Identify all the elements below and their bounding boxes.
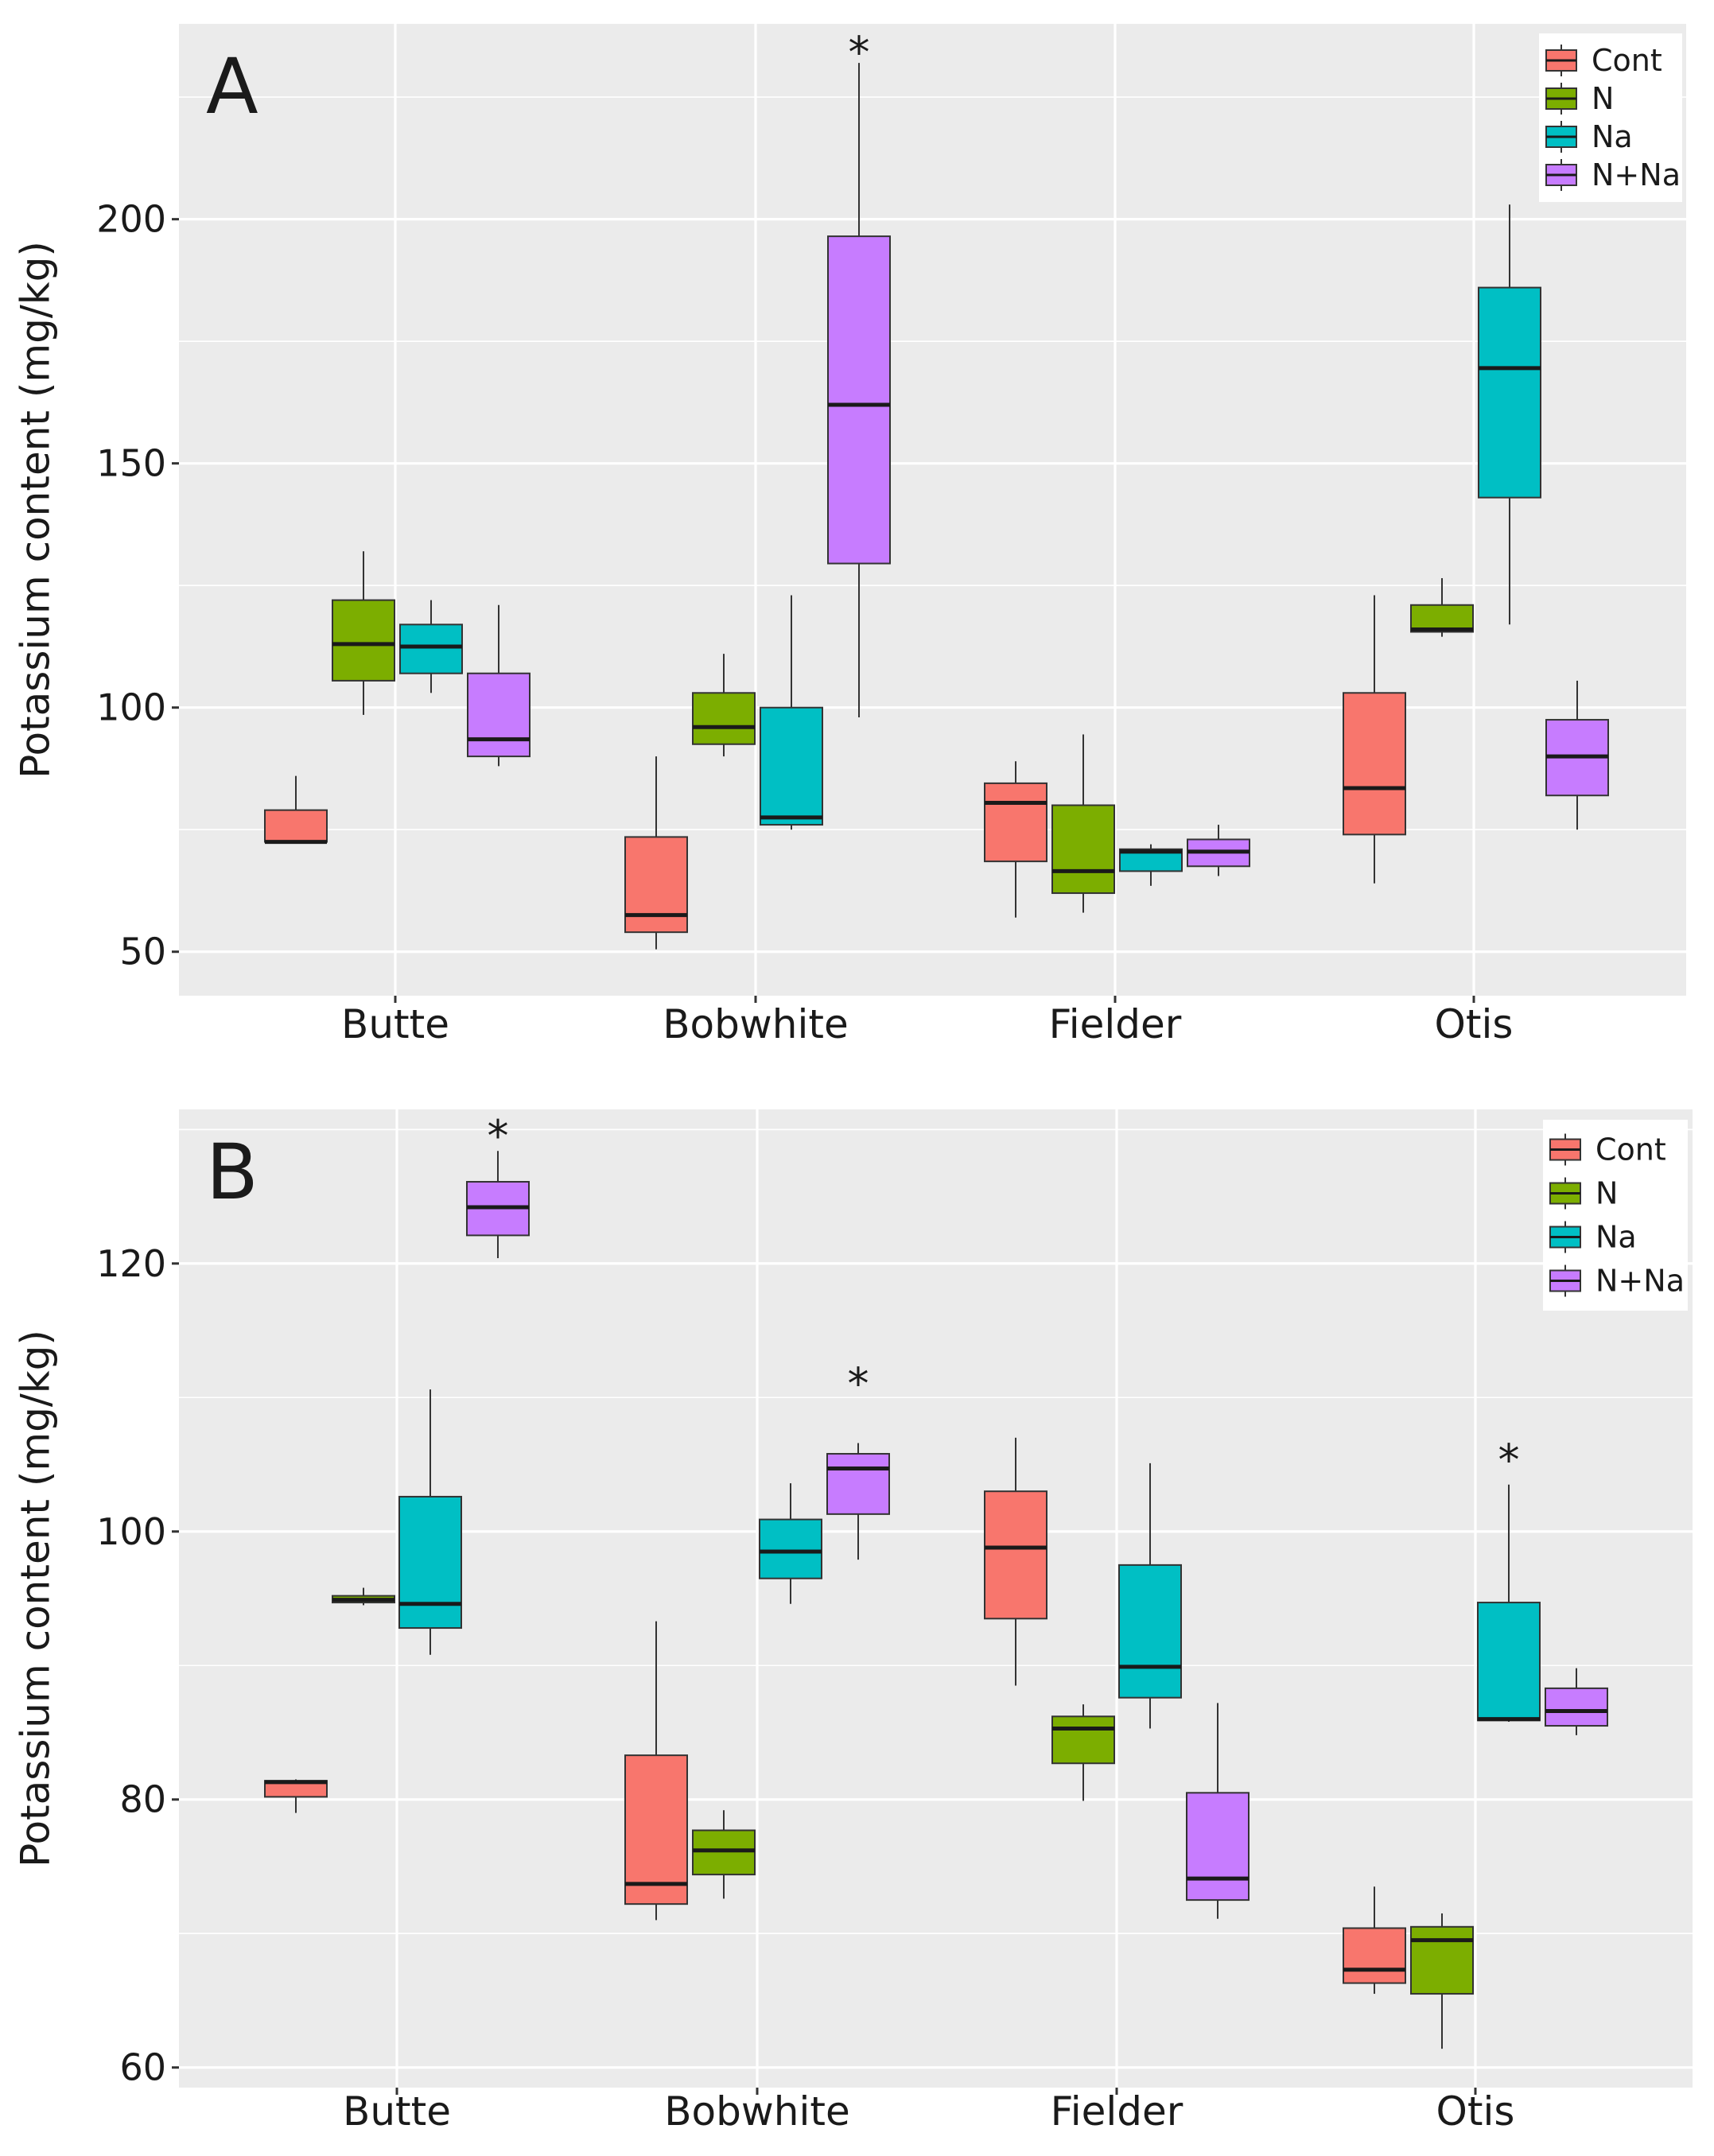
box-body <box>1545 1687 1608 1727</box>
box-body <box>398 1495 462 1630</box>
box-body <box>826 1453 890 1515</box>
box-body <box>827 235 891 565</box>
box-n-bobwhite <box>692 1810 756 1899</box>
y-tick-label: 50 <box>119 930 166 973</box>
x-tick-label: Fielder <box>1051 2088 1183 2135</box>
box-body <box>1186 1792 1250 1902</box>
legend-label: Na <box>1595 1220 1637 1255</box>
box-n-na-bobwhite <box>827 63 891 717</box>
box-body <box>1410 1925 1474 1995</box>
x-tick-label: Fielder <box>1049 1001 1182 1047</box>
box-n-butte <box>332 1587 395 1606</box>
x-tick-label: Otis <box>1435 1001 1514 1047</box>
legend-label: Cont <box>1595 1132 1666 1167</box>
x-tick-label: Bobwhite <box>663 1001 848 1047</box>
legend-label: N+Na <box>1595 1264 1685 1299</box>
box-na-bobwhite <box>760 595 823 830</box>
significance-asterisk: * <box>1498 1435 1520 1486</box>
box-cont-butte <box>264 1779 328 1813</box>
box-body <box>984 1490 1047 1620</box>
box-na-otis <box>1478 204 1541 625</box>
panel-b: 60 80 100 120 Butte Bobwhite Fielder Otis Potass… <box>13 1109 1693 2135</box>
box-n-na-fielder <box>1186 1703 1250 1919</box>
box-n-butte <box>332 551 395 715</box>
box-body <box>1051 804 1115 895</box>
significance-asterisk: * <box>848 1359 869 1409</box>
box-na-fielder <box>1118 1463 1182 1729</box>
y-axis-label: Potassium content (mg/kg) <box>13 1330 59 1867</box>
box-body <box>624 836 688 934</box>
y-axis-label: Potassium content (mg/kg) <box>13 241 59 779</box>
y-tick-label: 150 <box>96 442 166 485</box>
x-tick-label: Butte <box>341 1001 449 1047</box>
box-body <box>760 706 823 826</box>
box-body <box>692 1829 756 1876</box>
box-body <box>264 809 328 843</box>
box-body <box>332 599 395 682</box>
box-n-na-butte <box>467 604 531 767</box>
box-cont-fielder <box>984 761 1047 918</box>
box-body <box>1118 1564 1182 1699</box>
box-na-otis <box>1477 1484 1541 1723</box>
box-n-otis <box>1410 1913 1474 2049</box>
box-body <box>399 623 463 674</box>
significance-asterisk: * <box>488 1111 509 1161</box>
box-n-fielder <box>1051 1704 1115 1801</box>
box-cont-butte <box>264 775 328 845</box>
box-cont-otis <box>1343 1886 1406 1995</box>
y-tick-label: 80 <box>119 1778 166 1821</box>
legend-label: N <box>1592 81 1614 116</box>
box-na-butte <box>399 600 463 693</box>
y-tick-label: 60 <box>119 2046 166 2089</box>
box-na-bobwhite <box>759 1483 822 1604</box>
legend-label: Cont <box>1592 43 1662 78</box>
box-body <box>1478 286 1541 499</box>
box-n-na-butte <box>466 1151 530 1259</box>
box-cont-fielder <box>984 1437 1047 1686</box>
box-n-fielder <box>1051 734 1115 913</box>
box-body <box>624 1754 688 1905</box>
box-na-butte <box>398 1389 462 1655</box>
box-n-na-bobwhite <box>826 1443 890 1560</box>
box-body <box>1477 1602 1541 1722</box>
significance-asterisk: * <box>849 28 870 78</box>
box-body <box>692 692 756 745</box>
legend: Cont N Na N+Na <box>1543 1120 1688 1311</box>
y-tick-label: 200 <box>96 198 166 241</box>
legend-label: Na <box>1592 119 1633 154</box>
box-body <box>1410 604 1474 633</box>
y-tick-label: 100 <box>96 1510 166 1553</box>
x-tick-label: Butte <box>343 2088 451 2135</box>
box-body <box>1343 692 1406 836</box>
legend-label: N <box>1595 1176 1618 1211</box>
box-body <box>984 782 1047 863</box>
box-na-fielder <box>1119 844 1183 886</box>
box-n-na-otis <box>1545 1668 1608 1735</box>
box-body <box>467 672 531 758</box>
y-tick-label: 120 <box>96 1242 166 1285</box>
x-tick-label: Otis <box>1436 2088 1515 2135</box>
box-body <box>759 1518 822 1579</box>
box-cont-bobwhite <box>624 756 688 950</box>
panel-a: 50 100 150 200 Butte Bobwhite Fielder Otis Potas… <box>13 24 1686 1047</box>
box-n-otis <box>1410 577 1474 637</box>
box-body <box>1343 1927 1406 1984</box>
box-n-na-fielder <box>1187 825 1250 876</box>
box-cont-bobwhite <box>624 1621 688 1921</box>
panel-label: A <box>206 42 258 131</box>
x-tick-label: Bobwhite <box>664 2088 849 2135</box>
panel-label: B <box>206 1128 258 1217</box>
box-cont-otis <box>1343 595 1406 884</box>
y-tick-label: 100 <box>96 686 166 729</box>
box-n-bobwhite <box>692 654 756 757</box>
box-body <box>1051 1715 1115 1765</box>
legend-label: N+Na <box>1592 157 1681 192</box>
box-n-na-otis <box>1545 680 1609 830</box>
plot-background <box>179 24 1686 996</box>
